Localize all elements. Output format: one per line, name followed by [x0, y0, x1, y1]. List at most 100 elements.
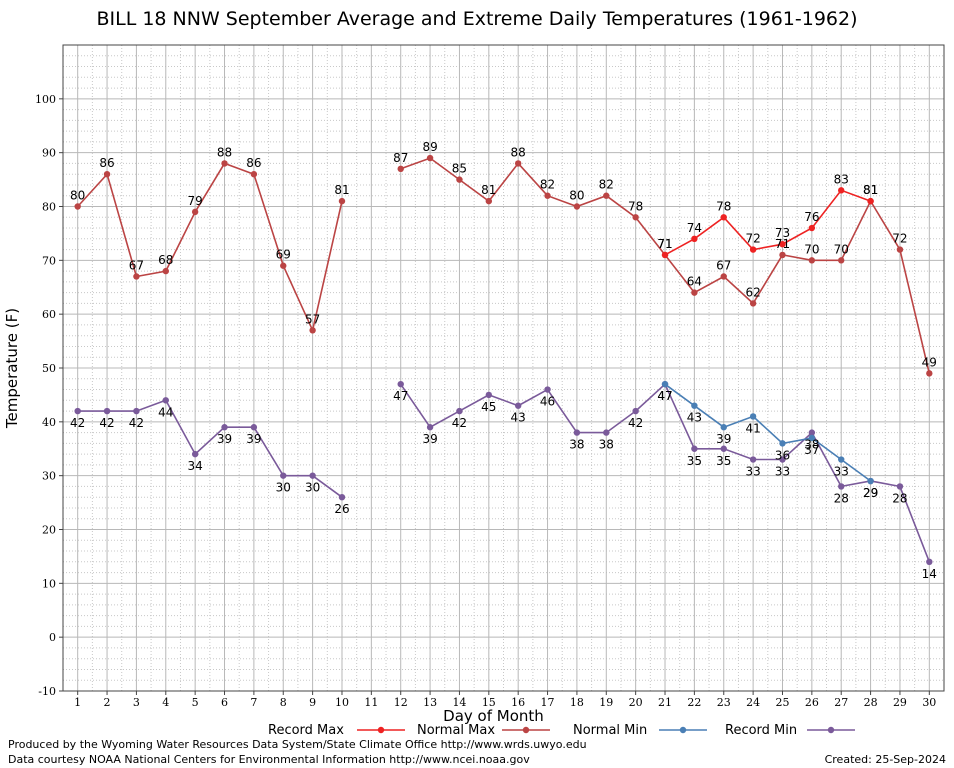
data-point [456, 176, 463, 183]
data-label: 80 [70, 189, 85, 203]
data-point [103, 407, 111, 415]
data-point [456, 407, 463, 415]
data-point [544, 192, 551, 199]
data-point [250, 424, 258, 431]
legend-marker [827, 726, 835, 734]
x-tick-label: 11 [364, 696, 378, 709]
data-label: 81 [481, 183, 496, 197]
x-tick-label: 4 [162, 696, 169, 709]
data-point [133, 407, 140, 415]
legend-item: Record Max [268, 723, 405, 736]
data-point [221, 424, 228, 431]
data-point [838, 483, 845, 490]
data-point [661, 251, 669, 259]
data-label: 83 [834, 172, 849, 186]
y-tick-label: 70 [42, 254, 56, 267]
data-label: 42 [628, 416, 643, 430]
data-label: 42 [129, 416, 144, 430]
data-point [632, 214, 639, 221]
x-tick-label: 9 [309, 696, 316, 709]
data-label: 70 [804, 242, 819, 256]
data-point [867, 477, 874, 485]
data-label: 43 [511, 411, 526, 425]
data-point [632, 407, 639, 415]
data-point [338, 197, 346, 205]
data-label: 33 [745, 465, 760, 479]
data-point [162, 267, 169, 275]
data-point [779, 440, 786, 447]
data-point [133, 273, 140, 280]
data-point [896, 483, 904, 490]
data-point [779, 240, 786, 248]
data-point [720, 273, 727, 280]
data-label: 33 [834, 465, 849, 479]
y-axis-label: Temperature (F) [3, 308, 21, 429]
x-tick-label: 23 [717, 696, 731, 709]
legend-marker [679, 726, 687, 734]
data-label: 78 [628, 199, 643, 213]
data-label: 88 [217, 145, 232, 159]
x-tick-label: 8 [280, 696, 287, 709]
y-tick-label: 10 [42, 577, 56, 590]
data-point [309, 472, 316, 479]
data-label: 71 [657, 237, 672, 251]
footer-data-source: Data courtesy NOAA National Centers for … [8, 753, 530, 766]
data-point [280, 262, 287, 269]
data-label: 26 [334, 502, 349, 516]
data-point [838, 187, 845, 194]
data-label: 35 [687, 454, 702, 468]
data-point [808, 429, 816, 436]
data-label: 28 [892, 491, 907, 505]
data-point [926, 370, 933, 377]
legend-label: Normal Max [417, 723, 495, 736]
data-label: 85 [452, 162, 467, 176]
data-label: 39 [217, 432, 232, 446]
data-point [426, 424, 434, 431]
data-point [691, 289, 698, 296]
data-point [749, 456, 757, 463]
data-label: 78 [716, 199, 731, 213]
data-point [514, 402, 522, 409]
data-label: 81 [334, 183, 349, 197]
data-label: 39 [716, 432, 731, 446]
data-point [485, 197, 493, 205]
data-label: 47 [393, 389, 408, 403]
data-label: 72 [892, 232, 907, 246]
x-tick-label: 16 [511, 696, 525, 709]
x-tick-label: 7 [250, 696, 257, 709]
data-label: 88 [511, 145, 526, 159]
data-label: 49 [922, 355, 937, 369]
y-tick-label: 0 [49, 631, 56, 644]
footer-producer: Produced by the Wyoming Water Resources … [8, 738, 587, 751]
legend-label: Normal Min [573, 723, 647, 736]
data-point [867, 197, 874, 205]
data-label: 38 [804, 438, 819, 452]
data-label: 37 [804, 443, 819, 457]
legend-item: Normal Min [573, 723, 707, 736]
data-point [896, 246, 904, 253]
data-point [926, 558, 933, 565]
data-label: 80 [569, 189, 584, 203]
data-point [691, 445, 698, 452]
data-label: 89 [422, 140, 437, 154]
data-label: 69 [276, 248, 291, 262]
data-label: 67 [716, 258, 731, 272]
x-tick-label: 5 [192, 696, 199, 709]
data-label: 82 [599, 178, 614, 192]
chart-title: BILL 18 NNW September Average and Extrem… [96, 8, 858, 30]
data-label: 35 [716, 454, 731, 468]
x-tick-label: 1 [74, 696, 81, 709]
legend-item: Normal Max [417, 723, 550, 736]
data-label: 47 [657, 389, 672, 403]
y-tick-label: 90 [42, 147, 56, 160]
data-point [280, 472, 287, 479]
data-point [779, 251, 786, 259]
x-tick-label: 19 [599, 696, 613, 709]
legend-label: Record Min [725, 723, 797, 736]
data-point [720, 214, 727, 221]
data-label: 30 [276, 481, 291, 495]
data-point [74, 407, 81, 415]
data-label: 79 [188, 194, 203, 208]
data-point [573, 203, 581, 210]
